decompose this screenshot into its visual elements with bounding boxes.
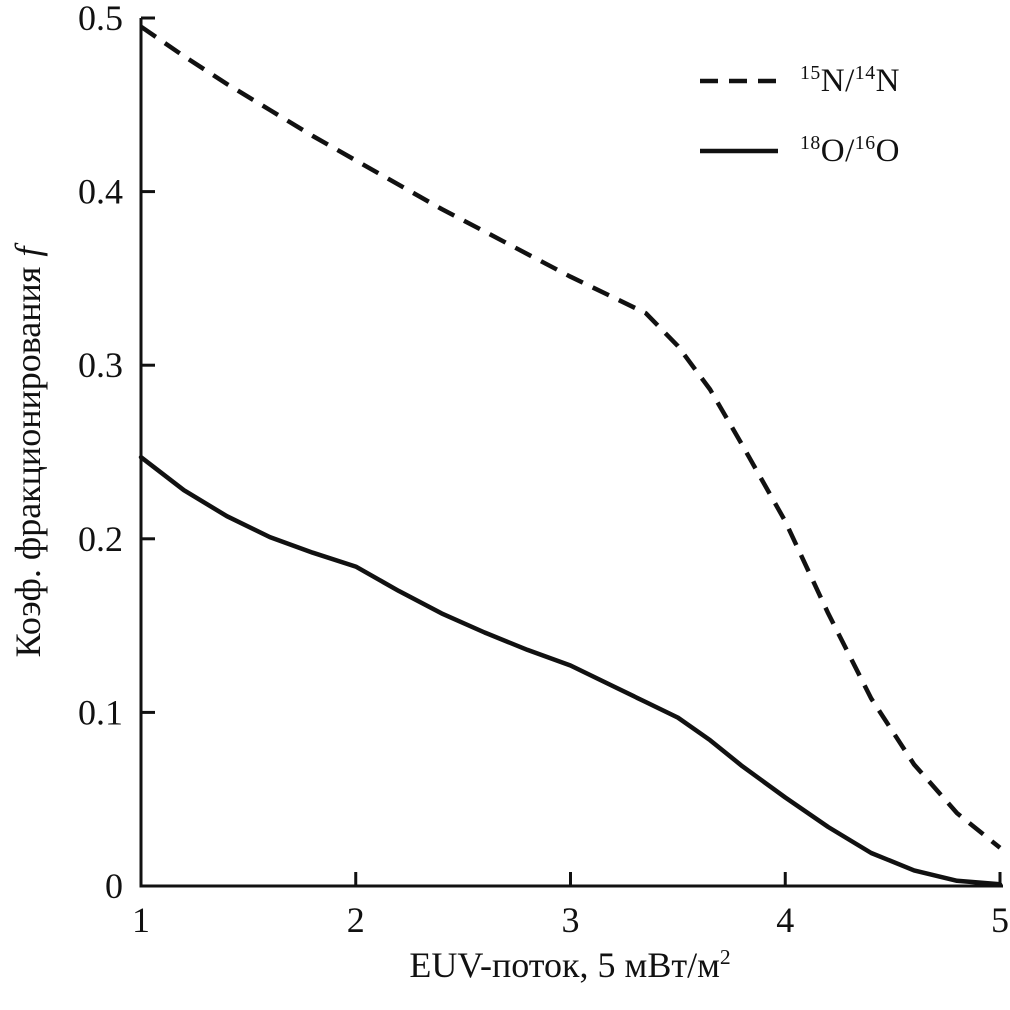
y-axis-title-text: Коэф. фракционирования	[8, 266, 48, 658]
isotope-base: N	[820, 62, 846, 99]
solid-line-swatch	[700, 148, 778, 154]
legend: 15N/14N 18O/16O	[698, 58, 900, 174]
isotope-base: N	[875, 62, 900, 99]
isotope-base: O	[820, 132, 846, 169]
isotope-sup: 18	[800, 131, 821, 154]
y-axis-title: Коэф. фракционирования f	[7, 247, 49, 658]
x-axis-title-text: EUV-поток, 5 мВт/м	[409, 945, 720, 985]
legend-label-15n-14n: 15N/14N	[800, 63, 900, 100]
series-line-18o-16o	[138, 454, 1003, 887]
y-tick-label: 0.2	[78, 519, 123, 559]
x-tick-label: 4	[776, 900, 794, 940]
x-axis-title-sup: 2	[719, 945, 731, 969]
slash: /	[845, 132, 855, 169]
x-tick-label: 2	[347, 900, 365, 940]
y-tick-label: 0	[105, 866, 123, 906]
series-line-15n-14n	[139, 24, 1002, 850]
legend-label-18o-16o: 18O/16O	[800, 133, 900, 170]
y-tick-label: 0.4	[78, 172, 123, 212]
x-tick-label: 1	[132, 900, 150, 940]
y-tick-label: 0.5	[78, 0, 123, 38]
isotope-sup: 15	[800, 61, 821, 84]
legend-item-15n-14n: 15N/14N	[698, 58, 900, 104]
y-axis-title-italic-f: f	[8, 246, 48, 257]
dashed-line-swatch	[700, 78, 778, 84]
legend-item-18o-16o: 18O/16O	[698, 128, 900, 174]
isotope-base: O	[875, 132, 900, 169]
y-tick-label: 0.3	[78, 345, 123, 385]
x-tick-label: 3	[562, 900, 580, 940]
y-tick-label: 0.1	[78, 692, 123, 732]
slash: /	[845, 62, 855, 99]
x-tick-label: 5	[991, 900, 1009, 940]
isotope-sup: 14	[854, 61, 876, 84]
x-axis-title: EUV-поток, 5 мВт/м2	[409, 944, 730, 986]
isotope-sup: 16	[854, 131, 876, 154]
